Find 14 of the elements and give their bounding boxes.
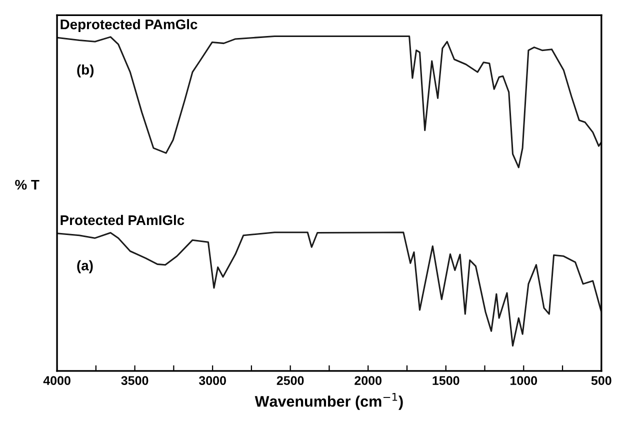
x-tick-label: 1500 (432, 376, 460, 385)
x-tick-label: 3500 (121, 376, 148, 385)
series-label: Deprotected PAmGlc (60, 19, 198, 32)
x-tick-label: 4000 (43, 376, 70, 385)
x-tick-label: 3000 (198, 376, 226, 385)
x-tick-label: 2000 (354, 376, 382, 385)
series-label: Protected PAmIGlc (60, 214, 184, 226)
y-axis-title: % T (15, 180, 40, 190)
x-axis-title: Wavenumber (cm$^{−1}$) (254, 393, 403, 410)
annotation: (b) (77, 64, 94, 78)
x-tick-label: 500 (591, 376, 612, 385)
x-tick-label: 2500 (276, 376, 304, 385)
annotation: (a) (77, 260, 93, 274)
x-tick-label: 1000 (510, 376, 538, 385)
